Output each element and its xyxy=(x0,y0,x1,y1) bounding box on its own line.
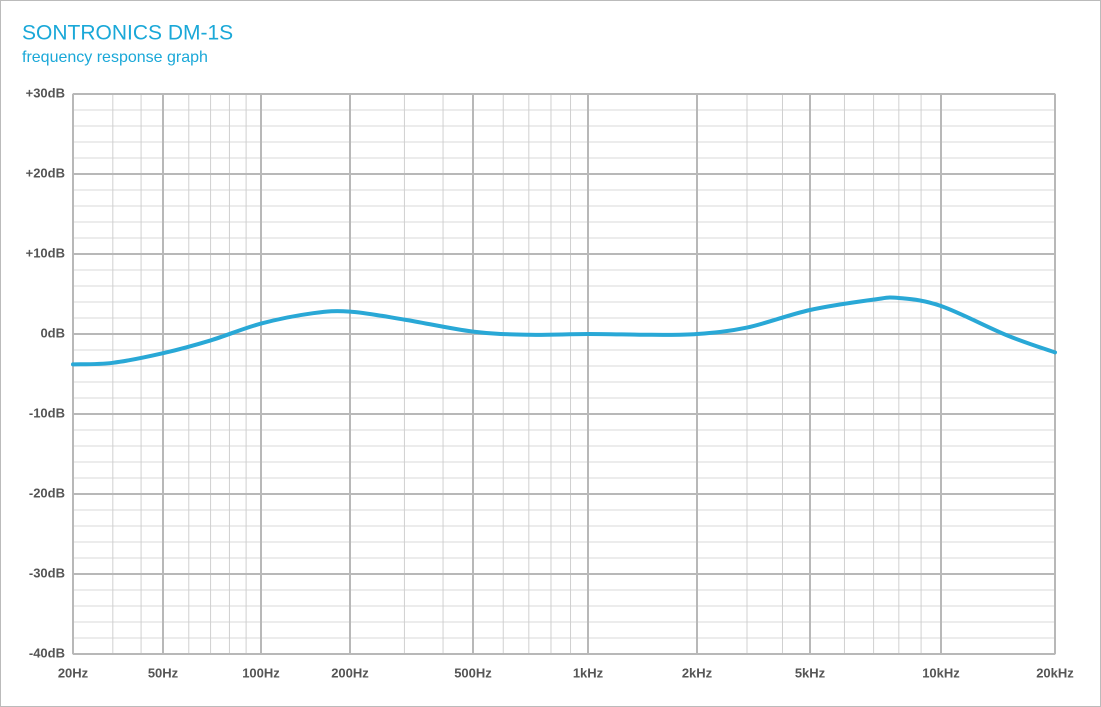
y-tick-label: +30dB xyxy=(26,85,65,100)
y-tick-label: 0dB xyxy=(40,325,65,340)
chart-title: SONTRONICS DM-1S xyxy=(22,22,233,45)
chart-subtitle: frequency response graph xyxy=(22,49,208,66)
y-tick-label: +10dB xyxy=(26,245,65,260)
y-tick-label: -30dB xyxy=(29,565,65,580)
x-tick-label: 500Hz xyxy=(454,665,492,680)
x-tick-label: 50Hz xyxy=(148,665,179,680)
x-tick-label: 1kHz xyxy=(573,665,604,680)
response-line xyxy=(71,295,1057,367)
plot-area xyxy=(72,93,1056,655)
y-tick-label: -40dB xyxy=(29,645,65,660)
y-tick-label: -20dB xyxy=(29,485,65,500)
y-tick-label: -10dB xyxy=(29,405,65,420)
x-tick-label: 2kHz xyxy=(682,665,713,680)
x-tick-label: 10kHz xyxy=(922,665,960,680)
x-tick-label: 20kHz xyxy=(1036,665,1074,680)
x-tick-label: 200Hz xyxy=(331,665,369,680)
x-tick-label: 20Hz xyxy=(58,665,89,680)
x-tick-label: 5kHz xyxy=(795,665,826,680)
x-tick-label: 100Hz xyxy=(242,665,280,680)
y-tick-label: +20dB xyxy=(26,165,65,180)
